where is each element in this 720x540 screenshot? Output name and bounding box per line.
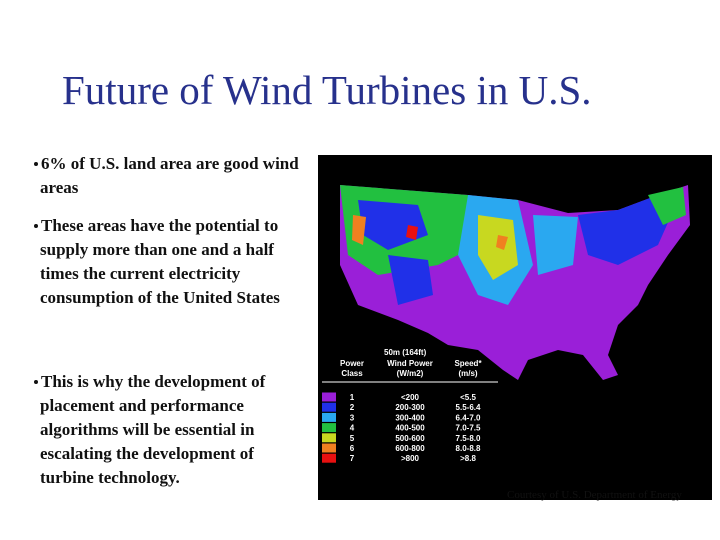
legend-heading: 50m (164ft) [384,348,427,357]
legend-speed: 5.5-6.4 [456,403,481,412]
legend-column-header: (W/m2) [397,369,424,378]
legend-column-header: Power [340,359,364,368]
legend-swatch [322,423,336,433]
legend-power: >800 [401,454,420,463]
legend-power: 200-300 [395,403,425,412]
bullet-text: 6% of U.S. land area are good wind areas [40,154,299,197]
legend-speed: <5.5 [460,393,476,402]
legend-swatch [322,392,336,402]
legend-swatch [322,443,336,453]
legend-speed: 7.0-7.5 [456,424,481,433]
legend-column-header: Speed* [454,359,482,368]
legend-class: 4 [350,424,355,433]
legend-swatch [322,453,336,463]
legend-swatch [322,433,336,443]
legend-speed: 8.0-8.8 [456,444,481,453]
legend-class: 6 [350,444,355,453]
legend-speed: >8.8 [460,454,476,463]
legend-power: 500-600 [395,434,425,443]
legend-power: <200 [401,393,420,402]
legend-column-header: (m/s) [458,369,477,378]
bullet-text: These areas have the potential to supply… [40,216,280,307]
legend-speed: 7.5-8.0 [456,434,481,443]
legend-column-header: Wind Power [387,359,433,368]
bullet-text: This is why the development of placement… [40,372,266,487]
us-map [340,185,690,380]
legend-swatch [322,412,336,422]
caption: Courtesy of U.S. Department of Energy [507,489,682,501]
legend-class: 5 [350,434,355,443]
legend-power: 600-800 [395,444,425,453]
legend-column-header: Class [341,369,363,378]
bullet: 6% of U.S. land area are good wind areas [34,152,302,200]
legend-swatch [322,402,336,412]
legend-class: 7 [350,454,355,463]
bullet: These areas have the potential to supply… [34,214,302,310]
legend-power: 300-400 [395,413,425,422]
slide-title: Future of Wind Turbines in U.S. [62,67,592,113]
legend-class: 3 [350,413,355,422]
legend-speed: 6.4-7.0 [456,413,481,422]
legend-class: 2 [350,403,355,412]
bullet: This is why the development of placement… [34,370,302,490]
legend-power: 400-500 [395,424,425,433]
legend-class: 1 [350,393,355,402]
